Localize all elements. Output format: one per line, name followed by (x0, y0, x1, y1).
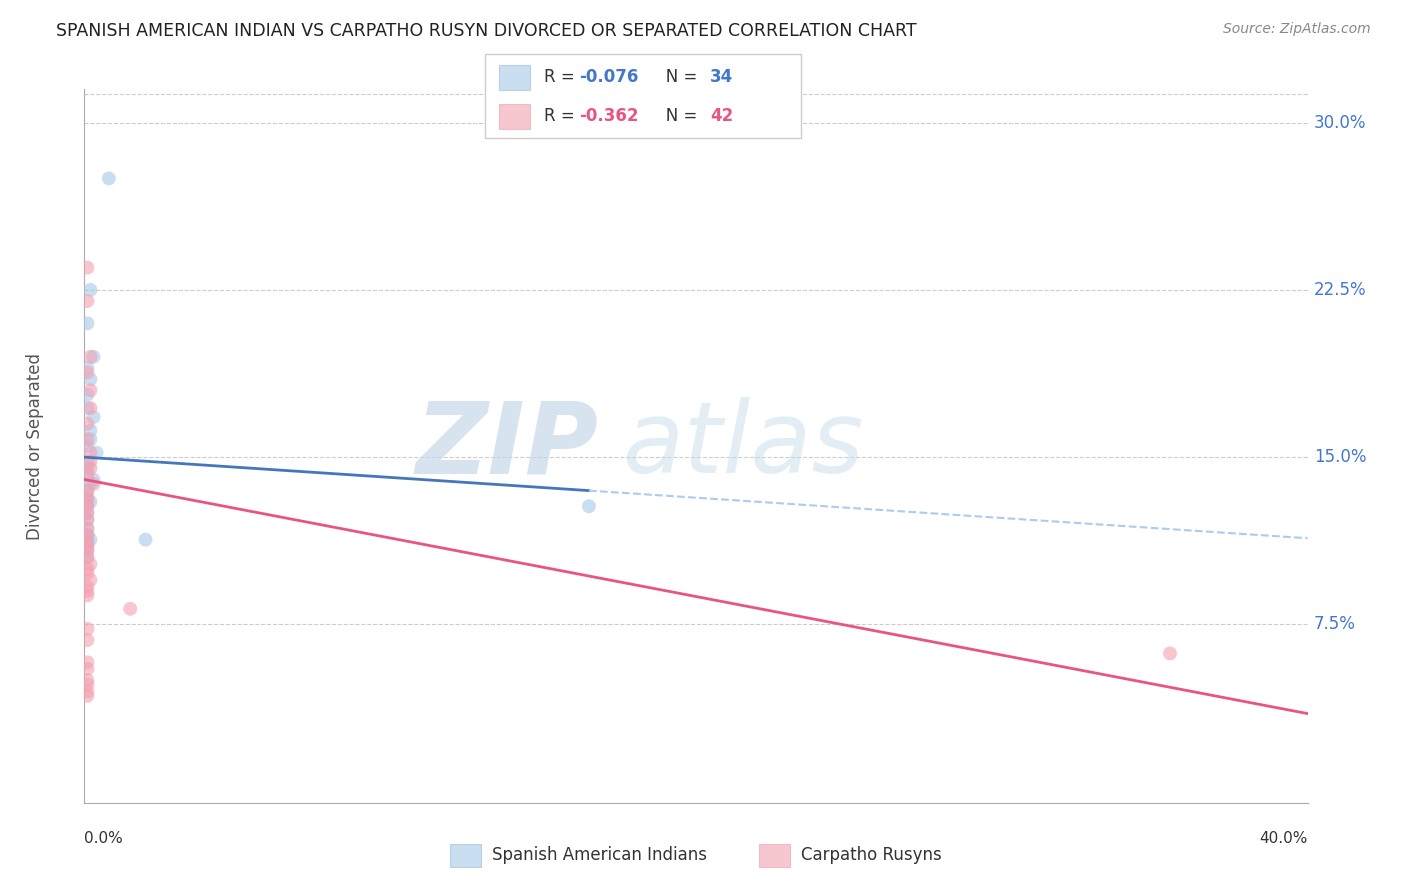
Point (83, 472, 105, 486)
Point (76, 534, 98, 549)
Text: 30.0%: 30.0% (1313, 113, 1367, 132)
Point (76, 528, 98, 542)
Point (76, 673, 98, 687)
Point (1159, 646, 1181, 660)
Point (76, 417, 98, 431)
Point (76, 401, 98, 416)
Point (79, 533, 101, 547)
Point (76, 512, 98, 526)
Point (79, 446, 101, 460)
Point (79, 401, 101, 416)
Point (76, 466, 98, 480)
Text: atlas: atlas (623, 398, 865, 494)
Point (76, 467, 98, 482)
Text: N =: N = (650, 68, 702, 86)
Point (76, 483, 98, 498)
Point (76, 490, 98, 504)
Point (76, 490, 98, 504)
Point (79, 350, 101, 364)
Text: Source: ZipAtlas.com: Source: ZipAtlas.com (1223, 22, 1371, 37)
Point (76, 550, 98, 565)
Point (79, 432, 101, 446)
Text: R =: R = (544, 107, 581, 125)
Text: 40.0%: 40.0% (1260, 831, 1308, 847)
Point (76, 534, 98, 549)
Point (76, 500, 98, 514)
Point (76, 684, 98, 698)
Text: 34: 34 (710, 68, 734, 86)
Point (120, 601, 142, 615)
Point (76, 293, 98, 308)
Point (76, 521, 98, 535)
Point (97, 171, 120, 186)
Point (578, 500, 600, 514)
Point (76, 260, 98, 275)
Point (79, 384, 101, 398)
Point (76, 506, 98, 520)
Point (79, 476, 101, 491)
Point (76, 506, 98, 520)
Point (76, 528, 98, 542)
Point (76, 539, 98, 553)
Point (76, 662, 98, 676)
Point (76, 622, 98, 636)
Text: Divorced or Separated: Divorced or Separated (27, 352, 45, 540)
Text: 42: 42 (710, 107, 734, 125)
Point (76, 461, 98, 475)
Point (76, 521, 98, 535)
Point (76, 366, 98, 380)
Point (76, 387, 98, 401)
Point (79, 573, 101, 587)
Point (79, 557, 101, 572)
Point (76, 562, 98, 576)
Point (86, 446, 108, 460)
Point (76, 678, 98, 692)
Point (76, 500, 98, 514)
Point (76, 580, 98, 594)
Point (76, 583, 98, 598)
Text: ZIP: ZIP (415, 398, 598, 494)
Point (76, 528, 98, 542)
Point (76, 361, 98, 376)
Text: -0.076: -0.076 (579, 68, 638, 86)
Point (79, 461, 101, 475)
Point (76, 550, 98, 565)
Point (76, 543, 98, 558)
Point (76, 543, 98, 558)
Point (83, 350, 105, 364)
Text: Carpatho Rusyns: Carpatho Rusyns (801, 847, 942, 864)
Text: 0.0%: 0.0% (84, 831, 124, 847)
Text: SPANISH AMERICAN INDIAN VS CARPATHO RUSYN DIVORCED OR SEPARATED CORRELATION CHAR: SPANISH AMERICAN INDIAN VS CARPATHO RUSY… (56, 22, 917, 40)
Point (76, 483, 98, 498)
Point (79, 283, 101, 297)
Point (76, 432, 98, 446)
Point (76, 494, 98, 508)
Point (76, 512, 98, 526)
Point (76, 689, 98, 703)
Point (76, 317, 98, 331)
Point (76, 633, 98, 648)
Text: Spanish American Indians: Spanish American Indians (492, 847, 707, 864)
Point (76, 655, 98, 669)
Point (79, 424, 101, 438)
Point (76, 566, 98, 580)
Text: -0.362: -0.362 (579, 107, 638, 125)
Point (76, 589, 98, 603)
Point (135, 533, 157, 547)
Text: 15.0%: 15.0% (1313, 448, 1367, 467)
Text: N =: N = (650, 107, 702, 125)
Point (83, 476, 105, 491)
Point (76, 539, 98, 553)
Point (79, 494, 101, 508)
Point (79, 455, 101, 469)
Point (76, 439, 98, 453)
Point (79, 372, 101, 386)
Text: 22.5%: 22.5% (1313, 281, 1367, 299)
Point (83, 409, 105, 424)
Text: R =: R = (544, 68, 581, 86)
Text: 7.5%: 7.5% (1313, 615, 1355, 633)
Point (76, 455, 98, 469)
